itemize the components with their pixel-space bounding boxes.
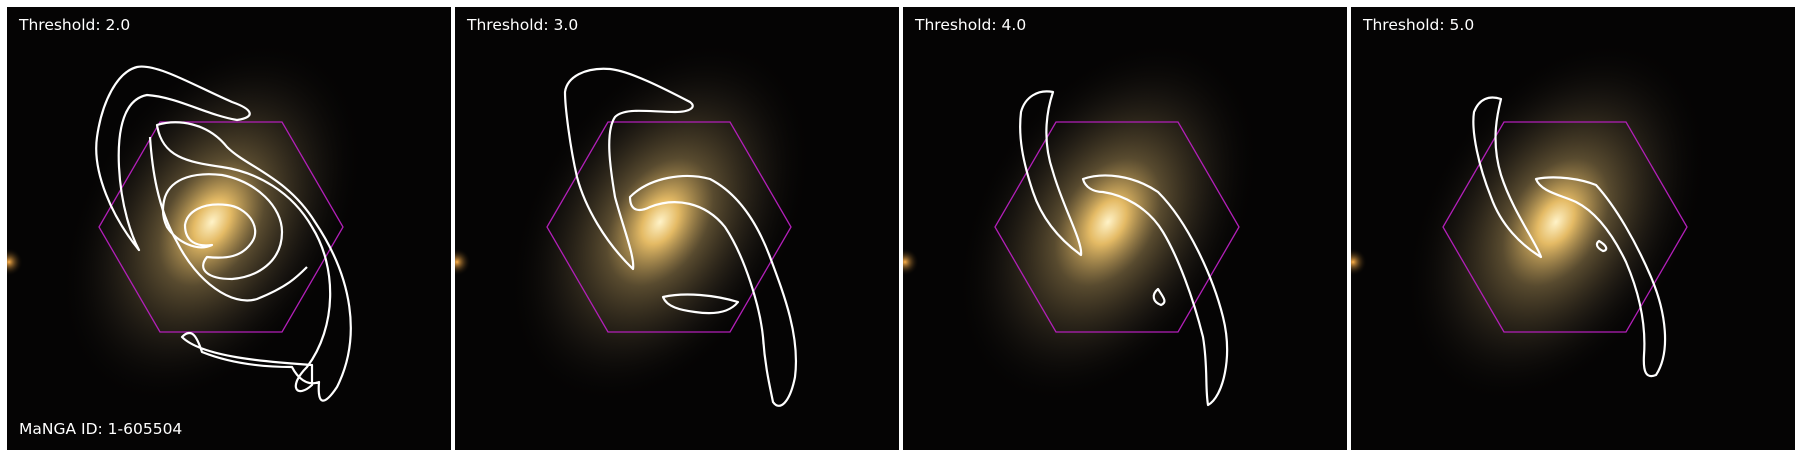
contour-arm-south [628,174,798,407]
contour-arm-north [1472,96,1543,259]
ifu-hexagon [1442,121,1688,333]
galaxy-id-label: MaNGA ID: 1-605504 [19,420,183,438]
contour-arm-south [1534,176,1667,378]
contour-arm-inner-link [148,136,308,302]
galaxy-image [455,7,899,450]
contour-arm-outer-south [155,121,352,402]
foreground-star [7,248,23,276]
contour-arm-fragment [661,293,740,315]
galaxy-body [59,38,365,406]
panel-threshold-2: Threshold: 2.0 MaNGA ID: 1-605504 [7,7,451,450]
ifu-hexagon [994,121,1240,333]
contour-arm-south [1081,174,1229,407]
galaxy-image [7,7,451,450]
contour-arm-north [1019,90,1083,257]
ifu-hexagon [546,121,792,333]
galaxy-body [955,38,1261,406]
contours [95,65,352,402]
contour-arm-north [563,67,694,271]
panel-threshold-5: Threshold: 5.0 [1351,7,1795,450]
galaxy-body [1403,38,1709,406]
galaxy-image [1351,7,1795,450]
contour-arm-outer-north [95,65,251,252]
threshold-label: Threshold: 2.0 [19,16,131,34]
threshold-label: Threshold: 3.0 [467,16,579,34]
galaxy-image [903,7,1347,450]
contours [1472,96,1667,378]
ifu-hexagon [98,121,344,333]
foreground-star [455,248,471,276]
contours [563,67,798,407]
contour-arm-fragment [1595,239,1608,253]
galaxy-body [507,38,813,406]
foreground-star [903,248,919,276]
threshold-label: Threshold: 5.0 [1363,16,1475,34]
threshold-label: Threshold: 4.0 [915,16,1027,34]
panel-threshold-4: Threshold: 4.0 [903,7,1347,450]
contour-arm-fragment [1152,287,1166,307]
contour-arm-inner [161,173,284,281]
panel-threshold-3: Threshold: 3.0 [455,7,899,450]
foreground-star [1351,248,1367,276]
contours [1019,90,1229,407]
